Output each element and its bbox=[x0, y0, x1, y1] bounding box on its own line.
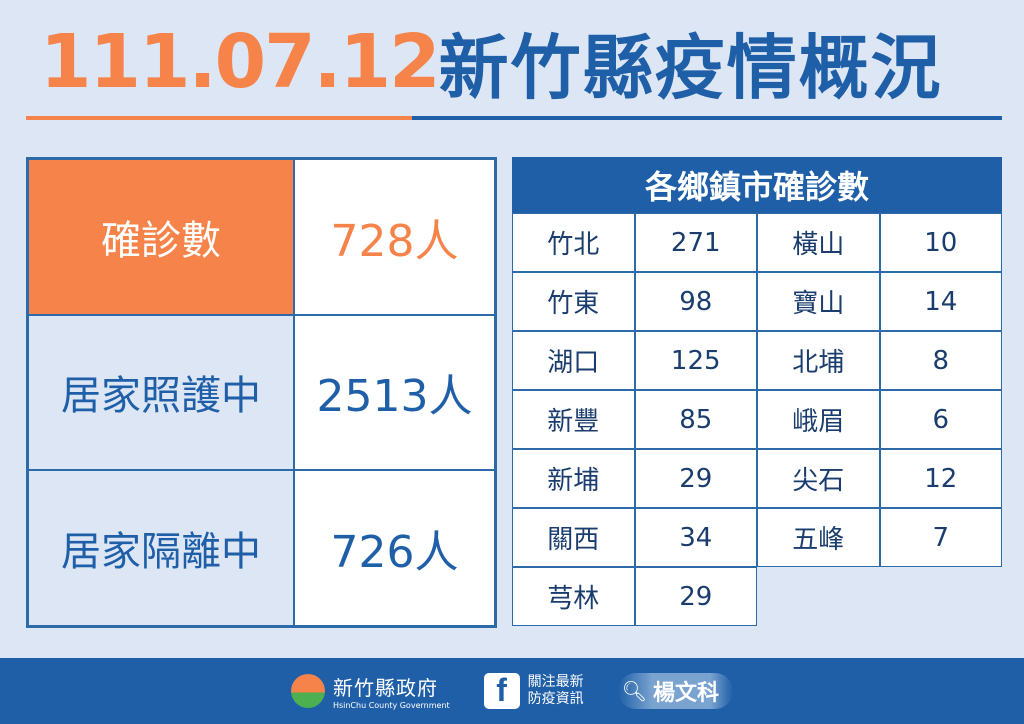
town-count: 29 bbox=[634, 449, 757, 508]
title-underline-blue bbox=[412, 116, 1002, 120]
town-name: 峨眉 bbox=[757, 390, 880, 449]
town-name: 尖石 bbox=[757, 449, 880, 508]
title-underline-orange bbox=[26, 116, 412, 120]
title-name: 新竹縣疫情概況 bbox=[438, 26, 943, 109]
town-name: 北埔 bbox=[757, 331, 880, 390]
footer: 新竹縣政府 HsinChu County Government f 關注最新 防疫… bbox=[0, 658, 1024, 724]
town-count: 7 bbox=[879, 508, 1002, 567]
town-count: 10 bbox=[879, 213, 1002, 272]
town-name: 橫山 bbox=[757, 213, 880, 272]
fb-line2: 防疫資訊 bbox=[527, 691, 584, 707]
town-name: 寶山 bbox=[757, 272, 880, 331]
facebook-follow[interactable]: f 關注最新 防疫資訊 bbox=[483, 672, 584, 709]
page-title: 111.07.12 新竹縣疫情概況 bbox=[40, 14, 943, 110]
town-name: 芎林 bbox=[512, 567, 635, 626]
town-count: 34 bbox=[634, 508, 757, 567]
town-name: 湖口 bbox=[512, 331, 635, 390]
town-name: 關西 bbox=[512, 508, 635, 567]
search-term: 楊文科 bbox=[653, 681, 720, 706]
town-table: 各鄉鎮市確診數 竹北 271 橫山 10 竹東 98 寶山 14 湖口 125 北埔 8 新豐 85 峨眉 6… bbox=[512, 157, 1002, 626]
town-name: 新埔 bbox=[512, 449, 635, 508]
town-count: 98 bbox=[634, 272, 757, 331]
summary-value: 728人 bbox=[294, 159, 495, 315]
town-name: 五峰 bbox=[757, 508, 880, 567]
town-count: 29 bbox=[634, 567, 757, 626]
summary-value: 726人 bbox=[294, 470, 495, 626]
fb-line1: 關注最新 bbox=[527, 674, 584, 690]
town-count: 271 bbox=[634, 213, 757, 272]
town-count: 85 bbox=[634, 390, 757, 449]
town-name: 竹東 bbox=[512, 272, 635, 331]
summary-table: 確診數 728人 居家照護中 2513人 居家隔離中 726人 bbox=[26, 157, 497, 628]
empty-cell bbox=[880, 567, 1003, 626]
county-emblem-icon bbox=[290, 674, 325, 708]
summary-label: 居家照護中 bbox=[28, 314, 294, 471]
town-name: 新豐 bbox=[512, 390, 635, 449]
town-count: 6 bbox=[879, 390, 1002, 449]
county-logo: 新竹縣政府 HsinChu County Government bbox=[290, 672, 450, 710]
logo-en: HsinChu County Government bbox=[332, 701, 450, 710]
summary-label: 居家隔離中 bbox=[28, 470, 294, 626]
logo-zh: 新竹縣政府 bbox=[332, 676, 438, 700]
empty-cell bbox=[757, 567, 880, 626]
town-count: 12 bbox=[879, 449, 1002, 508]
town-count: 14 bbox=[879, 272, 1002, 331]
facebook-icon: f bbox=[483, 672, 520, 709]
town-count: 8 bbox=[879, 331, 1002, 390]
town-count: 125 bbox=[634, 331, 757, 390]
search-icon: 🔍︎ bbox=[621, 679, 648, 703]
summary-label: 確診數 bbox=[28, 159, 294, 315]
town-grid: 竹北 271 橫山 10 竹東 98 寶山 14 湖口 125 北埔 8 新豐 85 峨眉 6 新埔 29 尖石 12… bbox=[512, 213, 1002, 626]
summary-value: 2513人 bbox=[294, 314, 495, 471]
search-badge[interactable]: 🔍︎ 楊文科 bbox=[617, 673, 734, 709]
town-name: 竹北 bbox=[512, 213, 635, 272]
town-table-header: 各鄉鎮市確診數 bbox=[512, 157, 1002, 213]
title-date: 111.07.12 bbox=[40, 19, 441, 105]
